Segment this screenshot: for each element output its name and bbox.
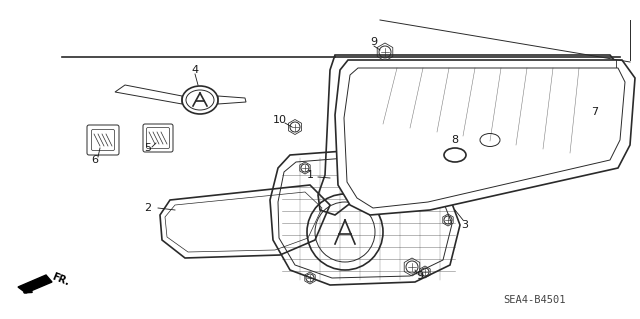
Text: FR.: FR. [50,272,70,288]
Text: 10: 10 [273,115,287,125]
Text: 5: 5 [145,143,152,153]
Text: 1: 1 [307,170,314,180]
Text: 9: 9 [417,271,424,281]
Text: 7: 7 [591,107,598,117]
Text: 9: 9 [371,37,378,47]
Polygon shape [344,68,625,208]
Text: SEA4-B4501: SEA4-B4501 [504,295,566,305]
Text: 2: 2 [145,203,152,213]
Text: 3: 3 [461,220,468,230]
Text: 8: 8 [451,135,459,145]
Polygon shape [335,60,635,215]
Polygon shape [18,275,52,293]
Text: 6: 6 [92,155,99,165]
Text: 4: 4 [191,65,198,75]
